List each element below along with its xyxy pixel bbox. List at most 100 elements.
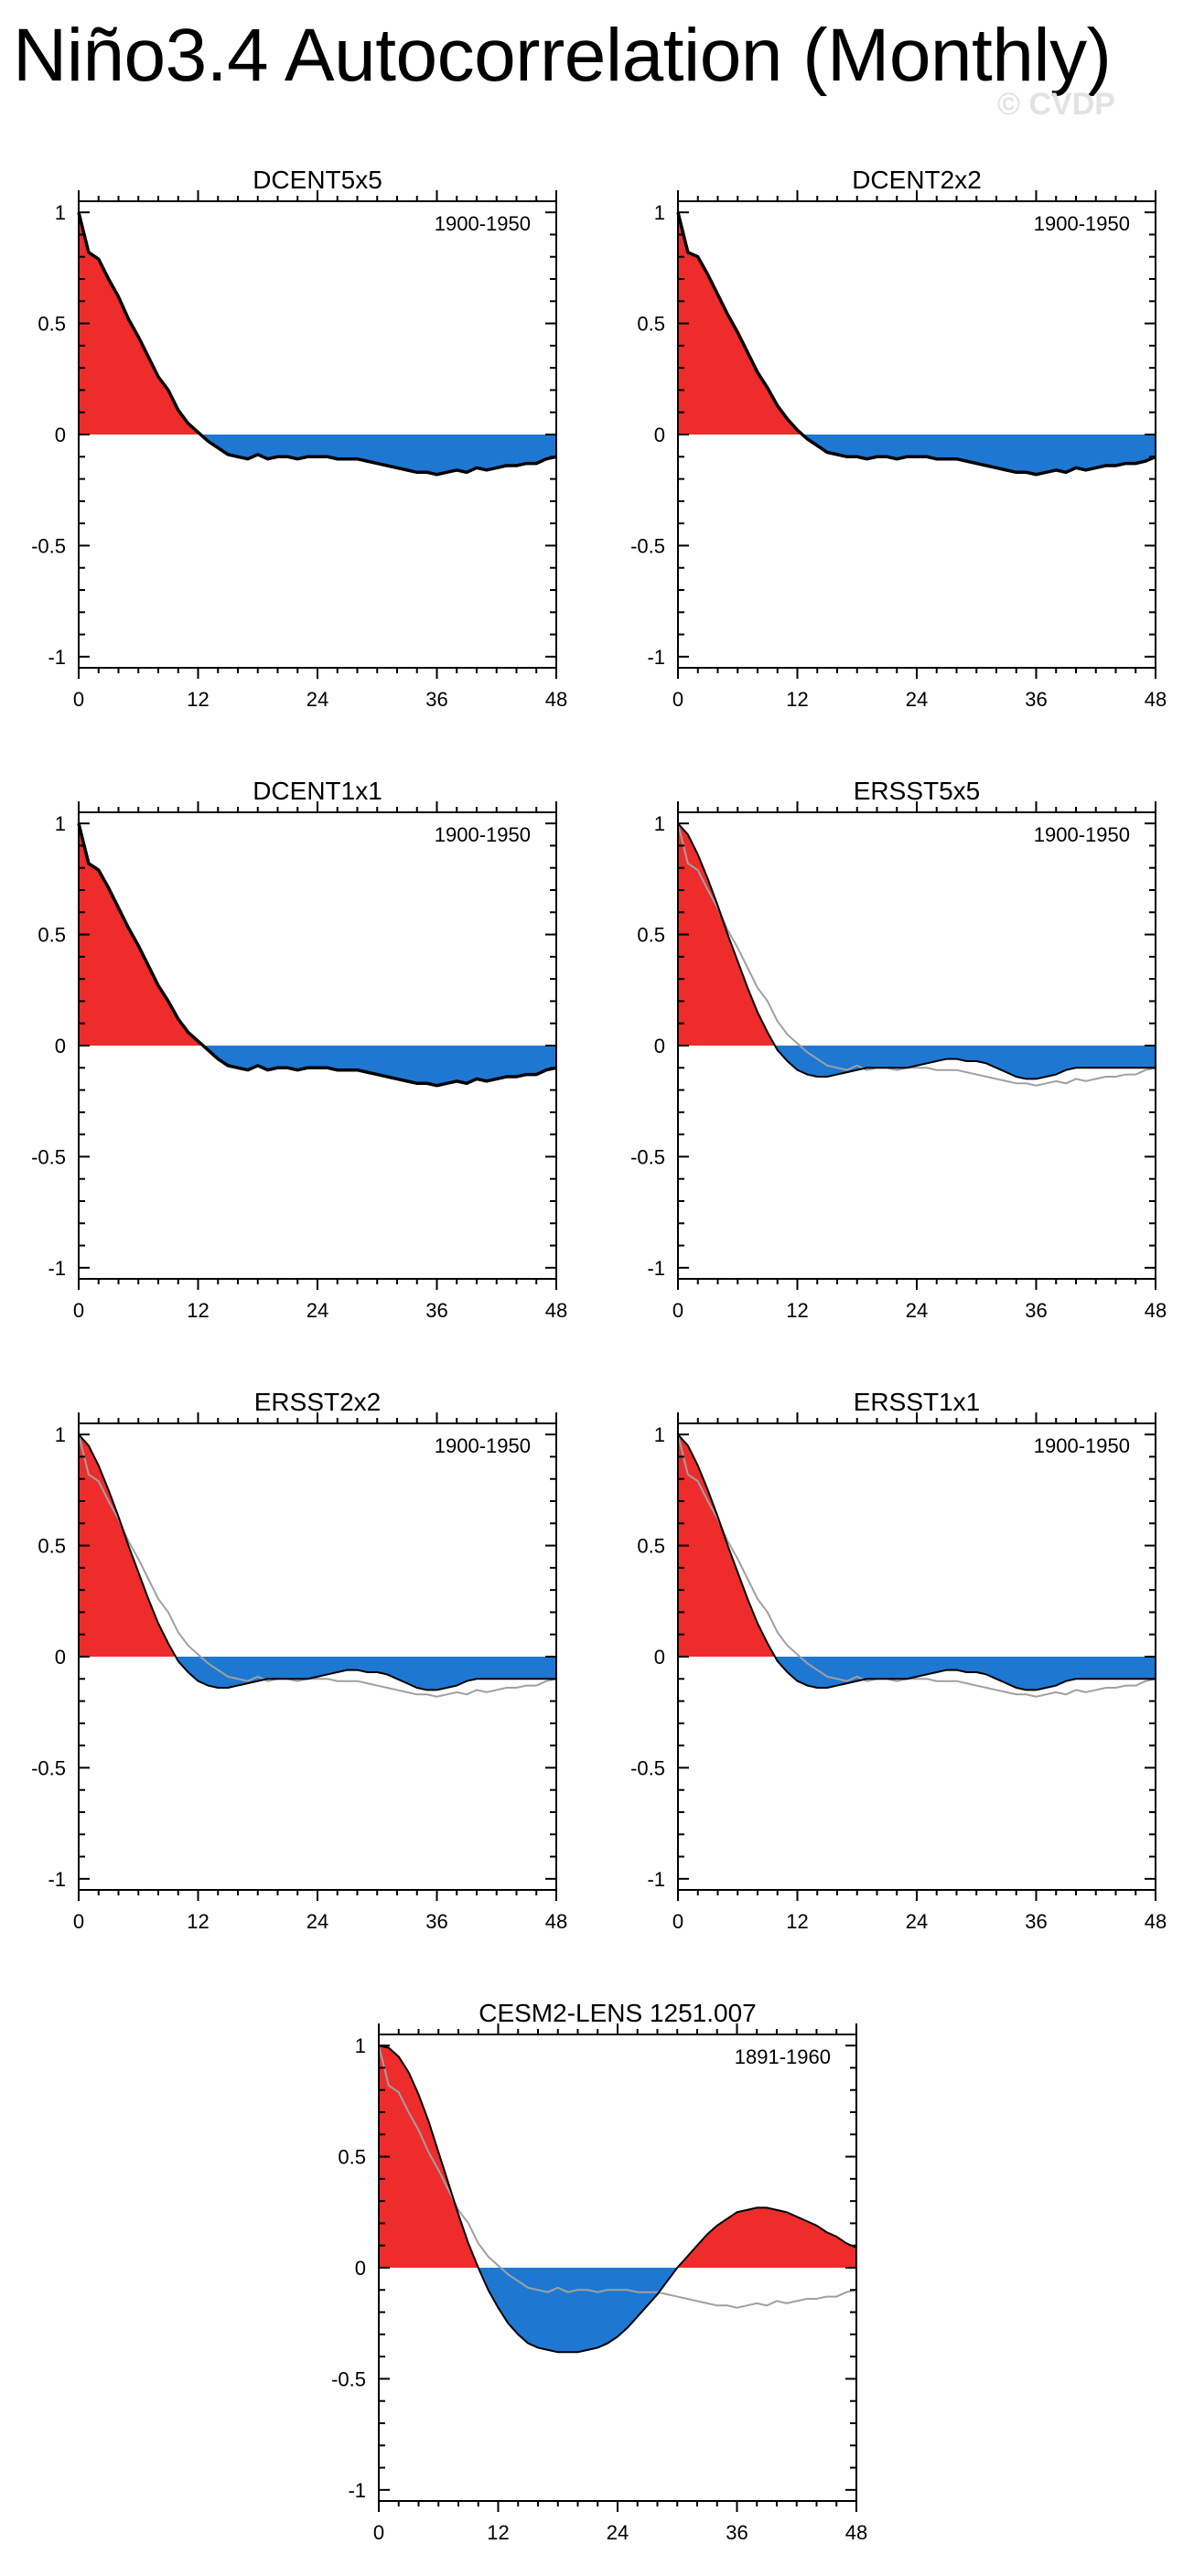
positive-area [79,823,203,1046]
chart-panel: ERSST1x1 -1 -0.5 0 0.5 1 0 12 24 36 48 1900-1950 [630,1388,1167,1933]
x-tick-label: 12 [786,688,808,711]
y-tick-label: -0.5 [630,1756,665,1779]
panel-title: DCENT2x2 [852,166,982,194]
series-line [677,1433,1156,1691]
period-label: 1900-1950 [435,823,531,846]
y-tick-label: 1 [55,1423,66,1446]
y-tick-label: 0.5 [38,1535,66,1558]
x-tick-label: 36 [1025,688,1047,711]
negative-area [200,435,556,475]
x-tick-label: 24 [307,1910,328,1933]
x-tick-label: 48 [1145,1910,1167,1933]
x-tick-label: 0 [672,1910,683,1933]
period-label: 1900-1950 [1034,1434,1130,1457]
x-tick-label: 12 [187,688,209,711]
series-line [677,822,1156,1080]
y-tick-label: 0.5 [637,1535,665,1558]
negative-area [202,1046,556,1086]
page-title: Niño3.4 Autocorrelation (Monthly) [13,14,1112,97]
x-tick-label: 48 [845,2521,867,2544]
y-tick-label: -0.5 [31,534,66,557]
x-tick-label: 36 [726,2521,747,2544]
panel-title: DCENT1x1 [253,777,382,805]
y-tick-label: 0.5 [637,313,665,336]
reference-line [378,2045,857,2309]
y-tick-label: 0.5 [338,2146,366,2169]
x-tick-label: 24 [906,1299,928,1322]
negative-area [176,1657,556,1690]
y-tick-label: -1 [647,1257,665,1280]
y-tick-label: 0.5 [38,313,66,336]
x-tick-label: 12 [786,1910,808,1933]
negative-area [801,435,1156,475]
chart-panel: DCENT1x1 -1 -0.5 0 0.5 1 0 12 24 36 48 1900-1950 [31,777,567,1322]
negative-area [775,1046,1156,1079]
chart-panel: DCENT2x2 -1 -0.5 0 0.5 1 0 12 24 36 48 1900-1950 [630,166,1167,711]
y-tick-label: 0.5 [38,924,66,947]
y-tick-label: 0 [55,1646,66,1669]
series-line [77,211,557,477]
positive-area [678,212,802,435]
x-tick-label: 0 [373,2521,384,2544]
y-tick-label: 0 [55,424,66,446]
x-tick-label: 36 [425,1299,447,1322]
x-tick-label: 0 [73,1299,84,1322]
positive-area [79,1434,177,1657]
y-tick-label: 1 [55,201,66,224]
period-label: 1900-1950 [1034,212,1130,235]
x-tick-label: 36 [1025,1299,1047,1322]
period-label: 1891-1960 [735,2045,831,2068]
x-tick-label: 24 [906,688,928,711]
y-tick-label: 0 [55,1035,66,1057]
positive-area [678,1434,776,1657]
y-tick-label: 0 [654,1035,665,1057]
reference-line [677,822,1156,1087]
x-tick-label: 36 [425,688,447,711]
y-tick-label: -0.5 [31,1756,66,1779]
y-tick-label: 0.5 [637,924,665,947]
series-line [676,211,1156,477]
y-tick-label: -1 [48,1868,66,1891]
x-tick-label: 48 [1145,1299,1167,1322]
positive-area [379,2045,479,2268]
chart-panel: ERSST5x5 -1 -0.5 0 0.5 1 0 12 24 36 48 1900-1950 [630,777,1167,1322]
period-label: 1900-1950 [435,212,531,235]
x-tick-label: 12 [187,1910,209,1933]
panel-title: CESM2-LENS 1251.007 [479,1999,757,2027]
y-tick-label: 1 [355,2034,366,2057]
y-tick-label: -1 [647,646,665,669]
y-tick-label: -0.5 [31,1145,66,1168]
x-tick-label: 48 [545,1299,567,1322]
x-tick-label: 12 [487,2521,509,2544]
cvdp-watermark: © CVDP [997,87,1115,122]
x-tick-label: 0 [73,688,84,711]
x-tick-label: 12 [786,1299,808,1322]
chart-panel: DCENT5x5 -1 -0.5 0 0.5 1 0 12 24 36 48 1900-1950 [31,166,567,711]
y-tick-label: 1 [654,1423,665,1446]
y-tick-label: 0 [654,424,665,446]
x-tick-label: 36 [425,1910,447,1933]
x-tick-label: 24 [307,688,328,711]
y-tick-label: 0 [355,2257,366,2280]
series-line [378,2045,857,2354]
y-tick-label: -1 [647,1868,665,1891]
y-tick-label: -0.5 [630,534,665,557]
y-tick-label: 0 [654,1646,665,1669]
y-tick-label: -1 [48,1257,66,1280]
x-tick-label: 24 [906,1910,928,1933]
positive-area [678,823,776,1046]
y-tick-label: -1 [48,646,66,669]
y-tick-label: -1 [348,2479,366,2502]
panel-title: ERSST5x5 [854,777,981,805]
x-tick-label: 0 [73,1910,84,1933]
x-tick-label: 36 [1025,1910,1047,1933]
x-tick-label: 24 [607,2521,629,2544]
x-tick-label: 48 [545,1910,567,1933]
x-tick-label: 0 [672,1299,683,1322]
series-line [77,822,557,1088]
period-label: 1900-1950 [435,1434,531,1457]
reference-line [677,1433,1156,1698]
series-line [78,1433,556,1691]
panel-title: ERSST1x1 [854,1388,981,1416]
x-tick-label: 24 [307,1299,328,1322]
